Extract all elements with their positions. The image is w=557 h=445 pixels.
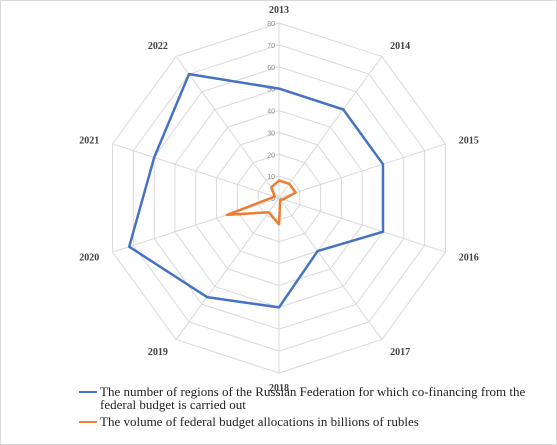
category-label: 2014 (390, 41, 410, 52)
radial-axis-ticks: 0 10 20 30 40 50 60 70 80 (267, 21, 275, 203)
category-label: 2015 (459, 136, 479, 147)
radial-tick-label: 50 (267, 87, 275, 94)
category-label: 2022 (148, 41, 168, 52)
category-label: 2013 (269, 5, 289, 16)
radial-tick-label: 20 (267, 152, 275, 159)
series-line-allocations (225, 179, 297, 226)
grid-spoke (112, 197, 280, 253)
radar-grid (112, 22, 446, 374)
grid-spoke (278, 143, 446, 199)
category-label: 2020 (79, 252, 99, 263)
category-label: 2021 (79, 136, 99, 147)
category-label: 2016 (459, 252, 479, 263)
series-lines (127, 72, 385, 309)
radial-tick-label: 70 (267, 43, 275, 50)
legend-label-regions: The number of regions of the Russian Fed… (100, 384, 526, 412)
legend-item-regions: The number of regions of the Russian Fed… (79, 385, 549, 411)
legend-swatch-allocations (79, 421, 97, 423)
category-label: 2017 (390, 347, 410, 358)
category-labels: 2013 2014 2015 2016 2017 2018 2019 2020 2021 2022 (79, 5, 478, 394)
radial-tick-label: 30 (267, 130, 275, 137)
radial-tick-label: 80 (267, 21, 275, 28)
legend-item-allocations: The volume of federal budget allocations… (79, 415, 549, 428)
grid-spoke (278, 197, 446, 253)
legend: The number of regions of the Russian Fed… (79, 385, 549, 432)
grid-spoke (112, 143, 280, 199)
grid-spoke (175, 56, 280, 199)
radial-tick-label: 10 (267, 174, 275, 181)
radial-tick-label: 60 (267, 65, 275, 72)
grid-spoke (278, 56, 383, 199)
grid-spoke (175, 197, 280, 340)
category-label: 2019 (148, 347, 168, 358)
radial-tick-label: 0 (271, 196, 275, 203)
legend-swatch-regions (79, 391, 97, 393)
radial-tick-label: 40 (267, 109, 275, 116)
series-line-regions (127, 72, 385, 309)
legend-label-allocations: The volume of federal budget allocations… (100, 414, 419, 429)
category-label: 2018 (269, 383, 289, 394)
grid-spoke (278, 197, 383, 340)
